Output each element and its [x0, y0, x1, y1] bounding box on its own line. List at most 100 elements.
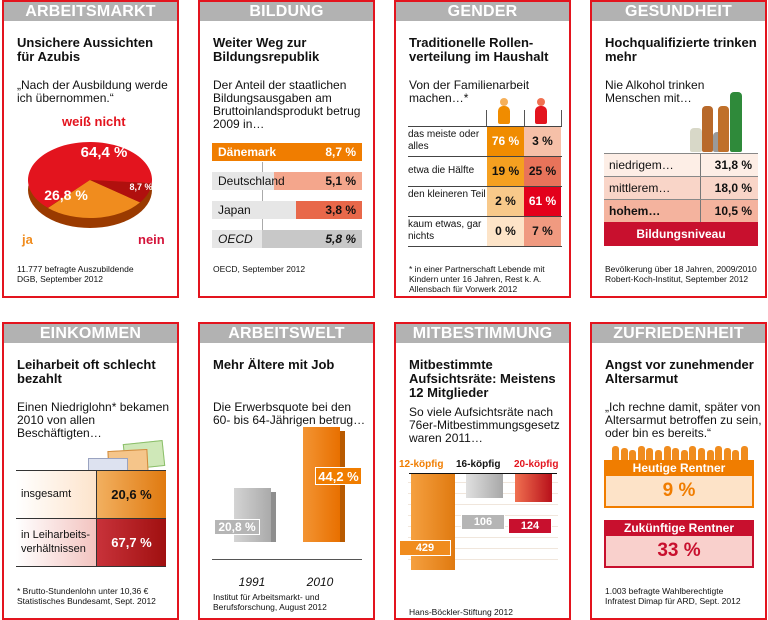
x-axis-baseline: [212, 559, 362, 560]
table-row-value: 20,6 %: [96, 470, 166, 518]
top-axis-line: [409, 473, 557, 474]
table-bottom-line: [16, 566, 166, 567]
panel-header: Heutige Rentner: [604, 460, 754, 476]
table-row-label: niedrigem…: [609, 158, 674, 172]
table-row-label: mittlerem…: [609, 181, 671, 195]
card-subtitle: Einen Niedriglohn* bekamen 2010 von alle…: [17, 400, 170, 440]
card-source: Institut für Arbeitsmarkt- und Berufsfor…: [213, 592, 327, 612]
table-row-value: 10,5 %: [714, 204, 752, 218]
legend-label: 16-köpfig: [456, 459, 501, 470]
person-icon: [706, 450, 714, 460]
pie-value-label: 64,4 %: [81, 144, 128, 161]
pie-label-ja: ja: [22, 232, 33, 247]
table-row-label: kaum etwas, gar nichts: [408, 219, 482, 242]
card-header: ZUFRIEDENHEIT: [592, 324, 765, 343]
pie-slice-0: [28, 142, 153, 208]
table-column-divider: [561, 110, 562, 126]
table-row-divider: [408, 186, 562, 187]
heatmap-cell: 25 %: [524, 157, 561, 186]
panel-value: 33 %: [604, 536, 754, 568]
bar-20-köpfig: [515, 474, 552, 502]
person-icon: [612, 446, 619, 460]
card-arbeitswelt: ARBEITSWELT Mehr Ältere mit Job Die Erwerb…: [198, 322, 375, 620]
card-gender: GENDER Traditionelle Rollen-verteilung im…: [394, 0, 571, 298]
card-header: EINKOMMEN: [4, 324, 177, 343]
pie-slice-1: [48, 180, 141, 218]
table-row-label-cell: [16, 470, 96, 518]
card-arbeitsmarkt: ARBEITSMARKT Unsichere Aussichten für Azu…: [2, 0, 179, 298]
bar-value-label: 106: [461, 514, 505, 530]
card-source: 11.777 befragte Auszubildende DGB, Septe…: [17, 264, 134, 284]
card-title: Angst vor zunehmender Altersarmut: [605, 357, 754, 386]
x-tick-label: 1991: [238, 575, 266, 589]
bar-row: Deutschland 5,1 %: [212, 172, 362, 190]
bar-value-label: 20,8 %: [214, 519, 260, 535]
person-figure-icon: [534, 98, 548, 124]
bar-category-label: Japan: [218, 203, 251, 217]
pie-label-weiss-nicht: weiß nicht: [62, 114, 126, 129]
heatmap-cell: 61 %: [524, 187, 561, 216]
card-subtitle: Der Anteil der staatlichen Bildungsausga…: [213, 78, 361, 131]
bar-row: OECD 5,8 %: [212, 230, 362, 248]
card-mitbestimmung: MITBESTIMMUNG Mitbestimmte Aufsichtsräte:…: [394, 322, 571, 620]
gridline: [408, 548, 558, 549]
heatmap-cell: 19 %: [487, 157, 524, 186]
bar-fill: [262, 230, 362, 248]
figure-head: [537, 98, 545, 106]
table-row-label: das meiste oder alles: [408, 129, 480, 152]
card-header: ARBEITSWELT: [200, 324, 373, 343]
heatmap-cell: 76 %: [487, 127, 524, 156]
bottle-icon: [718, 106, 729, 152]
card-source: OECD, September 2012: [213, 264, 306, 274]
table-row-label: insgesamt: [21, 488, 72, 500]
table-column-divider: [700, 177, 701, 200]
table-column-divider: [700, 200, 701, 223]
card-header: GESUNDHEIT: [592, 2, 765, 21]
table-row: hohem… 10,5 %: [604, 199, 758, 223]
table-row-label: in Leiharbeits-verhältnissen: [21, 529, 91, 555]
table-row: mittlerem… 18,0 %: [604, 176, 758, 200]
bar-value-label: 5,1 %: [325, 174, 356, 188]
figure-body: [498, 106, 510, 124]
gridline: [408, 537, 558, 538]
card-header: MITBESTIMMUNG: [396, 324, 569, 343]
bar-value-label: 429: [399, 540, 451, 556]
panel-value: 9 %: [604, 476, 754, 508]
bar-category-label: OECD: [218, 232, 253, 246]
figure-body: [535, 106, 547, 124]
pie-slice-2: [90, 180, 152, 203]
person-icon: [655, 450, 662, 460]
person-icon: [741, 446, 748, 460]
pie-value-label: 26,8 %: [44, 187, 88, 203]
card-title: Mehr Ältere mit Job: [213, 357, 335, 372]
table-row-divider: [408, 126, 562, 127]
person-icon: [715, 446, 723, 460]
table-row: niedrigem… 31,8 %: [604, 153, 758, 177]
card-subtitle: Nie Alkohol trinken Menschen mit…: [605, 78, 705, 105]
bar-row: Dänemark 8,7 %: [212, 143, 362, 161]
bar-side: [271, 491, 276, 542]
pie-chart: 64,4 % 26,8 % 8,7 %: [28, 142, 153, 228]
card-title: Leiharbeit oft schlecht bezahlt: [17, 357, 156, 386]
table-footer-band: Bildungsniveau: [604, 222, 758, 246]
table-row-value: 31,8 %: [714, 158, 752, 172]
card-source: * in einer Partnerschaft Lebende mit Kin…: [409, 264, 545, 294]
bar-category-label: Dänemark: [218, 145, 277, 159]
card-source: Hans-Böckler-Stiftung 2012: [409, 607, 513, 617]
heatmap-cell: 3 %: [524, 127, 561, 156]
person-icon: [680, 450, 688, 460]
card-zufriedenheit: ZUFRIEDENHEIT Angst vor zunehmender Alter…: [590, 322, 767, 620]
person-icon: [646, 448, 654, 460]
table-column-divider: [524, 110, 525, 126]
bar-value-label: 5,8 %: [325, 232, 356, 246]
card-source: Bevölkerung über 18 Jahren, 2009/2010 Ro…: [605, 264, 757, 284]
legend-label: 20-köpfig: [514, 459, 559, 470]
card-header: BILDUNG: [200, 2, 373, 21]
card-subtitle: Die Erwerbsquote bei den 60- bis 64-Jähr…: [213, 400, 366, 427]
table-row-value: 18,0 %: [714, 181, 752, 195]
card-source: * Brutto-Stundenlohn unter 10,36 € Stati…: [17, 586, 156, 606]
person-icon: [698, 448, 705, 460]
table-column-divider: [486, 110, 487, 126]
bar-value-label: 8,7 %: [325, 145, 356, 159]
person-icon: [620, 448, 628, 460]
